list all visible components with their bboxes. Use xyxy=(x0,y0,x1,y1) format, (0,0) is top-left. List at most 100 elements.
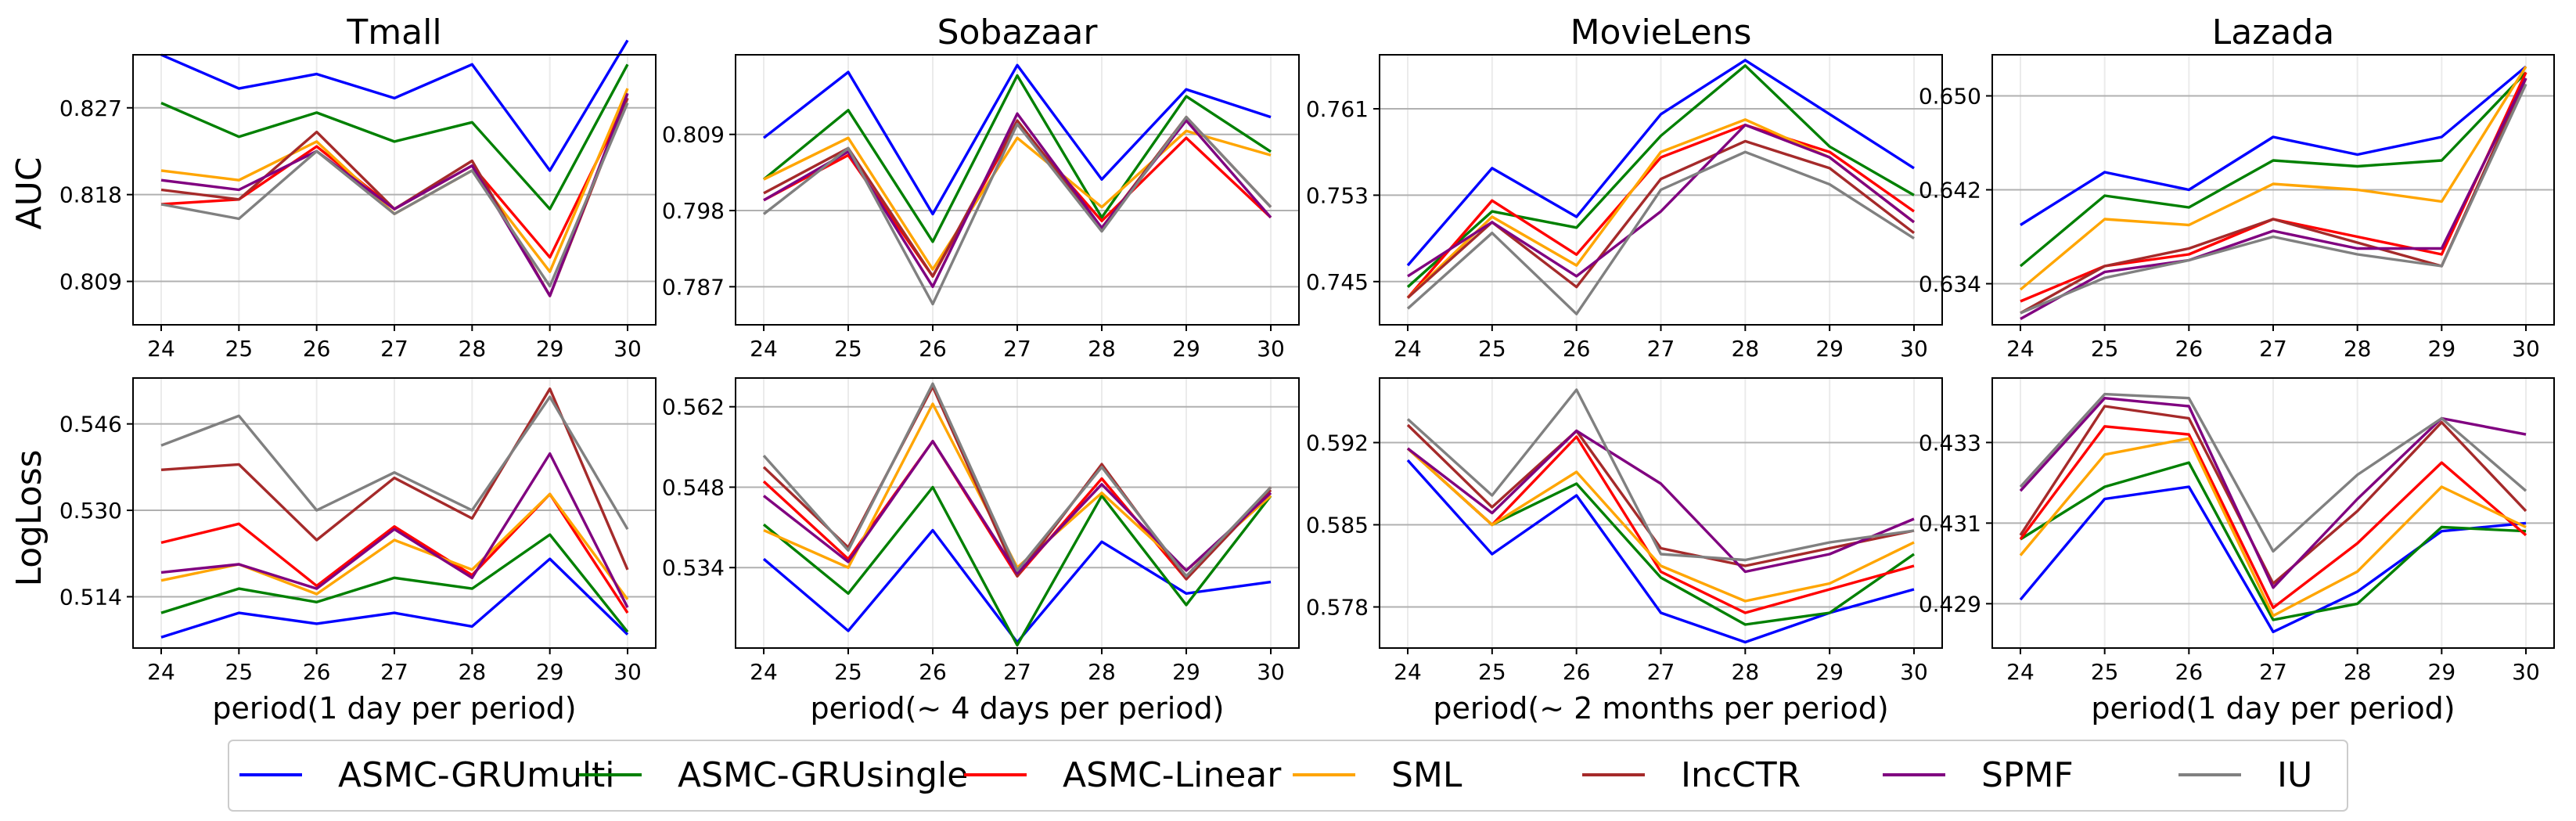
x-tick-label: 24 xyxy=(2006,659,2035,685)
y-tick-label: 0.787 xyxy=(662,274,725,300)
x-tick-label: 24 xyxy=(1394,336,1422,362)
y-tick-label: 0.809 xyxy=(662,122,725,148)
series-line-asmc-grumulti xyxy=(160,39,629,172)
x-tick-label: 25 xyxy=(225,336,254,362)
x-tick-label: 26 xyxy=(919,336,947,362)
y-tick-label: 0.548 xyxy=(662,474,725,500)
y-tick-label: 0.433 xyxy=(1919,430,1981,456)
series-line-iu xyxy=(2019,392,2527,553)
x-tick-label: 30 xyxy=(1900,336,1928,362)
series-line-iu xyxy=(160,102,629,288)
x-tick-label: 25 xyxy=(2091,336,2119,362)
row-label-auc: AUC xyxy=(9,157,49,229)
x-tick-label: 24 xyxy=(750,659,778,685)
series-line-incctr xyxy=(2019,405,2527,585)
x-tick-label: 30 xyxy=(613,336,642,362)
series-line-asmc-linear xyxy=(1406,123,1915,299)
subplot-title: Lazada xyxy=(2212,13,2334,52)
x-tick-label: 28 xyxy=(2344,659,2372,685)
y-tick-label: 0.534 xyxy=(662,555,725,581)
subplot-4: 24 25 26 27 28 29 30 0.634 0.642 0.650 Lazada xyxy=(1919,13,2555,362)
x-tick-label: 26 xyxy=(1563,659,1591,685)
x-tick-label: 29 xyxy=(1815,659,1844,685)
x-tick-label: 30 xyxy=(1257,336,1285,362)
y-tick-label: 0.592 xyxy=(1306,430,1369,456)
subplot-title: Tmall xyxy=(346,13,441,52)
x-tick-label: 25 xyxy=(2091,659,2119,685)
series-line-asmc-grumulti xyxy=(1406,59,1915,267)
x-tick-label: 26 xyxy=(2175,659,2204,685)
legend-frame xyxy=(228,740,2348,812)
x-tick-label: 27 xyxy=(2259,336,2287,362)
x-tick-label: 25 xyxy=(1478,336,1506,362)
x-tick-label: 28 xyxy=(1732,659,1760,685)
y-tick-label: 0.745 xyxy=(1306,269,1369,295)
y-tick-label: 0.827 xyxy=(59,95,122,121)
x-tick-label: 27 xyxy=(1003,336,1031,362)
subplot-3: 24 25 26 27 28 29 30 0.745 0.753 0.761 MovieLens xyxy=(1306,13,1943,362)
y-tick-label: 0.585 xyxy=(1306,513,1369,538)
series-line-asmc-grusingle xyxy=(2020,461,2527,621)
series-line-sml xyxy=(763,129,1272,271)
x-tick-label: 30 xyxy=(1257,659,1285,685)
series-line-spmf xyxy=(762,440,1272,575)
panels: 24 25 26 27 28 29 30 0.809 0.818 0.827 Tmall 24 25 26… xyxy=(59,13,2555,726)
series-line-asmc-linear xyxy=(2019,425,2527,610)
x-tick-label: 26 xyxy=(1563,336,1591,362)
x-tick-label: 24 xyxy=(1394,659,1422,685)
series-line-asmc-grumulti xyxy=(2020,65,2527,226)
x-axis-label: period(~ 4 days per period) xyxy=(811,691,1225,726)
y-tick-label: 0.798 xyxy=(662,198,725,224)
x-tick-label: 24 xyxy=(2006,336,2035,362)
x-tick-label: 24 xyxy=(147,659,175,685)
subplot-5: 24 25 26 27 28 29 30 0.514 0.530 0.546 period(1 da… xyxy=(59,377,657,726)
legend-label-spmf: SPMF xyxy=(1981,755,2074,795)
x-tick-label: 28 xyxy=(459,336,487,362)
x-axis-label: period(1 day per period) xyxy=(2091,691,2455,726)
x-tick-label: 28 xyxy=(2344,336,2372,362)
x-tick-label: 29 xyxy=(2428,336,2456,362)
legend-label-iu: IU xyxy=(2277,755,2312,795)
x-tick-label: 28 xyxy=(459,659,487,685)
x-tick-label: 24 xyxy=(147,336,175,362)
y-tick-label: 0.578 xyxy=(1306,595,1369,621)
x-tick-label: 30 xyxy=(2512,659,2540,685)
x-tick-label: 29 xyxy=(1172,659,1200,685)
legend-label-asmc-grumulti: ASMC-GRUmulti xyxy=(338,755,615,795)
series-line-asmc-grusingle xyxy=(762,485,1272,646)
y-tick-label: 0.753 xyxy=(1306,182,1369,208)
x-tick-label: 27 xyxy=(1003,659,1031,685)
subplot-title: MovieLens xyxy=(1570,13,1752,52)
series-line-sml xyxy=(2019,66,2527,291)
x-tick-label: 26 xyxy=(303,336,331,362)
series-line-spmf xyxy=(1407,123,1916,278)
row-label-logloss: LogLoss xyxy=(9,449,49,586)
subplot-1: 24 25 26 27 28 29 30 0.809 0.818 0.827 Tmall xyxy=(59,13,657,362)
subplot-2: 24 25 26 27 28 29 30 0.787 0.798 0.809 Sobazaar xyxy=(662,13,1300,362)
series-line-asmc-grumulti xyxy=(762,63,1272,216)
y-tick-label: 0.514 xyxy=(59,584,122,610)
x-tick-label: 26 xyxy=(2175,336,2204,362)
series-line-incctr xyxy=(160,387,629,571)
x-tick-label: 28 xyxy=(1088,659,1116,685)
y-tick-label: 0.429 xyxy=(1919,591,1981,617)
x-tick-label: 25 xyxy=(834,336,862,362)
series-line-asmc-grumulti xyxy=(2019,485,2527,634)
y-tick-label: 0.431 xyxy=(1919,510,1981,536)
x-tick-label: 28 xyxy=(1088,336,1116,362)
x-tick-label: 27 xyxy=(1647,659,1675,685)
series-line-incctr xyxy=(1406,423,1915,567)
series-line-iu xyxy=(762,382,1272,578)
x-tick-label: 30 xyxy=(2512,336,2540,362)
x-tick-label: 27 xyxy=(2259,659,2287,685)
x-tick-label: 29 xyxy=(536,659,564,685)
legend-label-asmc-grusingle: ASMC-GRUsingle xyxy=(678,755,968,795)
x-tick-label: 29 xyxy=(536,336,564,362)
x-tick-label: 25 xyxy=(1478,659,1506,685)
x-tick-label: 27 xyxy=(1647,336,1675,362)
y-tick-label: 0.530 xyxy=(59,498,122,524)
y-tick-label: 0.546 xyxy=(59,412,122,438)
series-line-sml xyxy=(1406,447,1915,603)
series-line-iu xyxy=(1406,150,1915,315)
y-tick-label: 0.642 xyxy=(1919,178,1981,203)
